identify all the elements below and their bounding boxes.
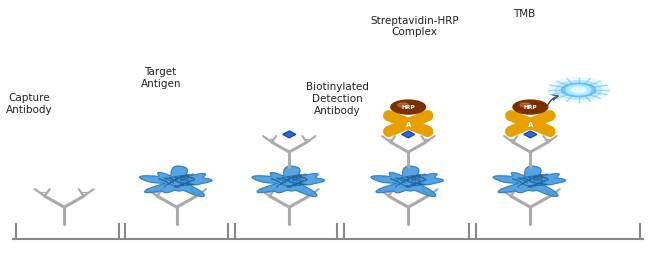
Text: HRP: HRP [402, 105, 415, 109]
Polygon shape [283, 131, 296, 138]
Text: TMB: TMB [513, 9, 535, 19]
Text: HRP: HRP [523, 105, 537, 109]
Text: Target
Antigen: Target Antigen [140, 68, 181, 89]
Text: Biotinylated
Detection
Antibody: Biotinylated Detection Antibody [306, 82, 369, 115]
Circle shape [562, 83, 595, 97]
Polygon shape [252, 166, 324, 197]
Polygon shape [140, 166, 212, 197]
Text: A: A [528, 122, 533, 128]
Circle shape [520, 103, 530, 107]
Polygon shape [493, 166, 566, 197]
Circle shape [548, 78, 609, 102]
Text: Capture
Antibody: Capture Antibody [6, 93, 52, 115]
Text: A: A [406, 122, 411, 128]
Text: Streptavidin-HRP
Complex: Streptavidin-HRP Complex [370, 16, 459, 37]
Polygon shape [371, 166, 443, 197]
Polygon shape [524, 131, 537, 138]
Circle shape [566, 85, 591, 95]
Circle shape [391, 100, 426, 114]
Circle shape [571, 87, 586, 93]
Circle shape [398, 103, 408, 107]
Circle shape [513, 100, 548, 114]
Circle shape [555, 81, 602, 99]
Polygon shape [402, 131, 415, 138]
